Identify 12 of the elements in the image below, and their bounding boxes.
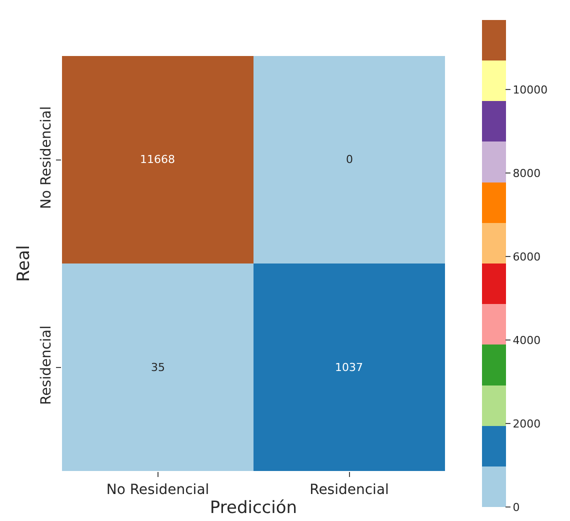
x-axis-title: Predicción: [210, 498, 298, 518]
color-bar-label: 10000: [512, 83, 548, 96]
color-bar-label: 8000: [512, 166, 541, 180]
data-label: 11668: [140, 153, 175, 166]
y-axis-title: Real: [14, 245, 34, 282]
data-label: 1037: [335, 361, 363, 374]
color-bar-label: 4000: [512, 334, 541, 347]
color-bar-label: 2000: [512, 417, 541, 430]
data-label: 35: [151, 361, 165, 374]
color-bar-label: 0: [512, 500, 520, 514]
color-bar-label: 6000: [512, 250, 541, 264]
data-label: 0: [346, 153, 353, 166]
